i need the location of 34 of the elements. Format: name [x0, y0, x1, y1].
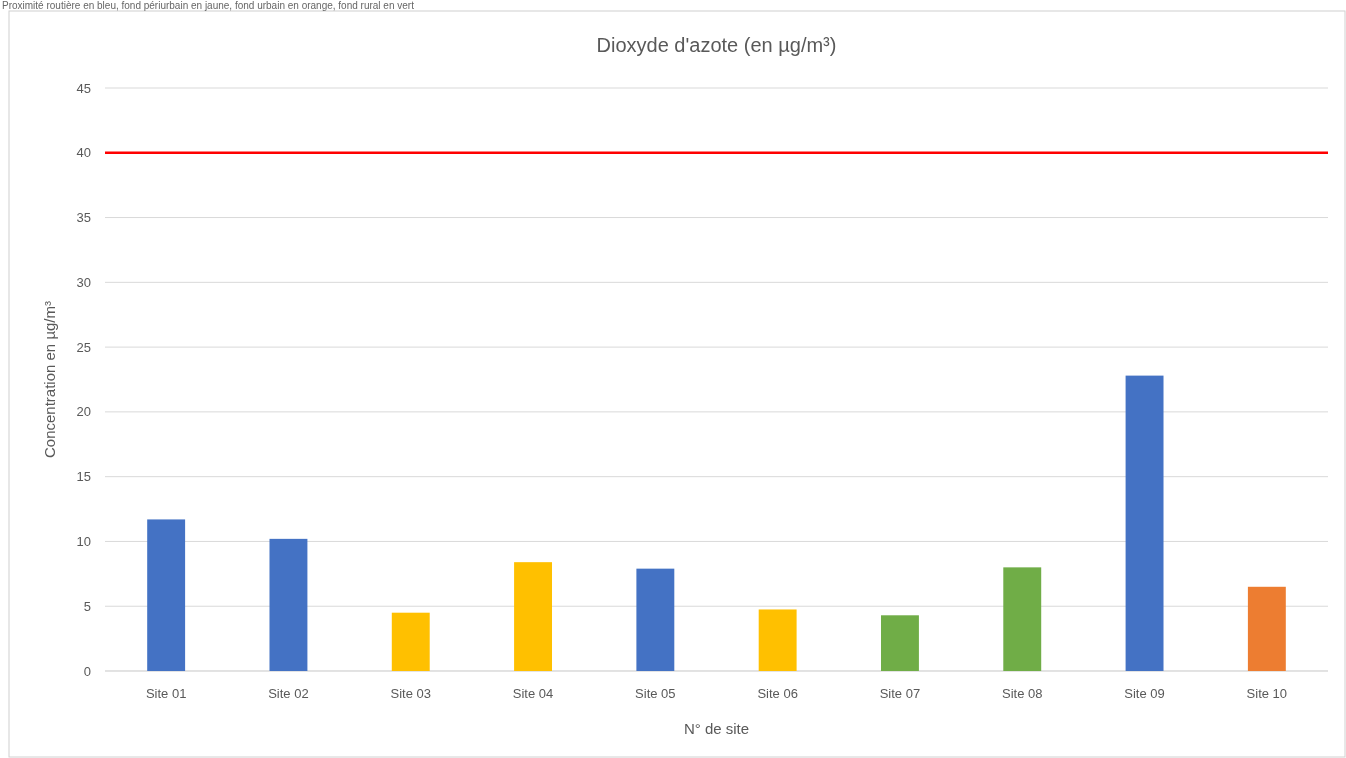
y-tick-label: 0: [83, 663, 91, 679]
bar: [514, 562, 553, 671]
bar: [758, 609, 797, 671]
x-axis-title: N° de site: [683, 720, 750, 737]
x-tick-label: Site 05: [635, 686, 676, 701]
x-tick-label: Site 04: [512, 686, 554, 701]
y-tick-label: 5: [83, 598, 91, 614]
bar: [269, 538, 308, 671]
text: Proximité routière en bleu, fond périurbain en jaune, fond urbain en orange, fond rural en vert: [2, 0, 415, 11]
y-tick-label: 20: [76, 404, 91, 420]
x-tick-label: Site 08: [1002, 686, 1043, 701]
x-tick-label: Site 06: [757, 686, 798, 701]
bar: [391, 612, 430, 671]
y-tick-label: 10: [76, 533, 91, 549]
y-tick-label: 35: [76, 210, 91, 226]
x-tick-label: Site 09: [1124, 686, 1165, 701]
bar: [880, 615, 919, 671]
x-tick-label: Site 07: [879, 686, 921, 701]
x-tick-label: Site 02: [268, 686, 309, 701]
y-tick-label: 45: [76, 80, 91, 96]
bar: [147, 519, 186, 671]
x-tick-label: Site 10: [1246, 686, 1288, 701]
chart-title: Dioxyde d'azote (en µg/m³): [596, 34, 837, 56]
x-tick-label: Site 01: [145, 686, 187, 701]
bar: [1003, 567, 1042, 671]
y-tick-label: 30: [76, 274, 91, 290]
bar: [1247, 586, 1286, 671]
y-tick-label: 25: [76, 339, 91, 355]
x-tick-label: Site 03: [390, 686, 431, 701]
bar: [1125, 375, 1164, 671]
bar: [636, 568, 675, 671]
y-tick-label: 40: [76, 145, 91, 161]
y-axis-title: Concentration en µg/m³: [41, 300, 58, 459]
y-tick-label: 15: [76, 469, 91, 485]
